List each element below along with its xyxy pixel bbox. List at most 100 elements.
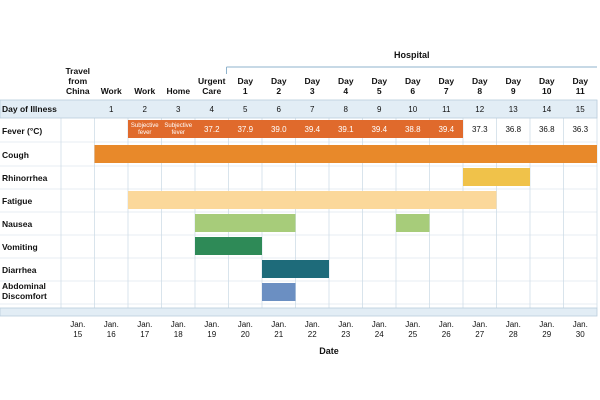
- date-tick: Jan. 26: [439, 320, 454, 339]
- day-of-illness-value-line: 5: [243, 105, 248, 114]
- location-header-line: Travel: [65, 66, 90, 76]
- symptom-label: Vomiting: [2, 242, 38, 252]
- date-tick-line: Jan.: [271, 320, 286, 329]
- date-tick: Jan. 17: [137, 320, 152, 339]
- date-tick-line: 28: [509, 330, 518, 339]
- day-of-illness-value-line: 9: [377, 105, 382, 114]
- day-of-illness-value-line: 12: [475, 105, 484, 114]
- date-tick-line: Jan.: [70, 320, 85, 329]
- date-tick: Jan. 20: [238, 320, 253, 339]
- date-tick: Jan. 29: [539, 320, 554, 339]
- day-of-illness-value: 6: [277, 105, 282, 114]
- date-tick: Jan. 30: [573, 320, 588, 339]
- date-tick-line: Jan.: [137, 320, 152, 329]
- fever-value-line: 39.1: [338, 125, 354, 134]
- date-tick: Jan. 16: [104, 320, 119, 339]
- location-header: Home: [166, 86, 190, 96]
- symptom-label-line: Abdominal: [2, 281, 46, 291]
- location-header-line: Work: [101, 86, 122, 96]
- day-of-illness-label: Day of Illness: [2, 104, 57, 114]
- date-tick-line: Jan.: [238, 320, 253, 329]
- location-header-line: Day: [438, 76, 454, 86]
- fever-value-line: 39.4: [438, 125, 454, 134]
- location-header-line: Day: [505, 76, 521, 86]
- location-header: Day 9: [505, 76, 521, 96]
- symptom-bar: [262, 283, 296, 301]
- date-tick-line: Jan.: [104, 320, 119, 329]
- location-header: Day 11: [572, 76, 588, 96]
- hospital-label-line: Hospital: [394, 50, 430, 60]
- fever-value-line: 37.9: [237, 125, 253, 134]
- date-tick-line: Jan.: [372, 320, 387, 329]
- fever-value-line: fever: [172, 130, 185, 136]
- date-tick-line: 22: [308, 330, 317, 339]
- date-tick-line: Jan.: [472, 320, 487, 329]
- fever-value: 37.3: [472, 125, 488, 134]
- day-of-illness-value: 9: [377, 105, 382, 114]
- day-of-illness-value-line: 14: [542, 105, 551, 114]
- date-tick-line: Jan.: [171, 320, 186, 329]
- location-header: Day 4: [338, 76, 354, 96]
- fever-value: 39.0: [271, 125, 287, 134]
- symptom-label-line: Diarrhea: [2, 265, 37, 275]
- date-tick-line: Jan.: [204, 320, 219, 329]
- location-header-line: Day: [338, 76, 354, 86]
- symptom-label: Abdominal Discomfort: [2, 281, 47, 301]
- symptom-bar: [128, 191, 497, 209]
- date-tick-line: Jan.: [405, 320, 420, 329]
- day-of-illness-value: 7: [310, 105, 315, 114]
- date-tick-line: 27: [475, 330, 484, 339]
- day-of-illness-value: 11: [442, 105, 451, 114]
- day-of-illness-value: 1: [109, 105, 114, 114]
- location-header-line: Care: [202, 86, 221, 96]
- date-tick-line: 26: [442, 330, 451, 339]
- location-header: Day 8: [472, 76, 488, 96]
- location-header-line: Home: [166, 86, 190, 96]
- date-tick: Jan. 21: [271, 320, 286, 339]
- date-tick-line: Jan.: [305, 320, 320, 329]
- date-tick: Jan. 24: [372, 320, 387, 339]
- day-of-illness-value-line: 15: [576, 105, 585, 114]
- location-header-line: 2: [276, 86, 281, 96]
- symptom-label: Rhinorrhea: [2, 173, 48, 183]
- location-header-line: Day: [539, 76, 555, 86]
- date-tick-line: 16: [107, 330, 116, 339]
- symptom-bar: [195, 214, 296, 232]
- location-header: Urgent Care: [198, 76, 226, 96]
- fever-value-line: 37.2: [204, 125, 220, 134]
- date-tick-line: 21: [274, 330, 283, 339]
- fever-value-line: 36.8: [539, 125, 555, 134]
- hospital-label: Hospital: [394, 50, 430, 60]
- date-tick-line: 25: [408, 330, 417, 339]
- date-tick-line: Jan.: [506, 320, 521, 329]
- day-of-illness-value: 12: [475, 105, 484, 114]
- location-header-line: 7: [444, 86, 449, 96]
- x-axis-label: Date: [319, 346, 339, 356]
- fever-value-line: 38.8: [405, 125, 421, 134]
- date-tick: Jan. 19: [204, 320, 219, 339]
- fever-label: Fever (°C): [2, 126, 42, 136]
- fever-value-line: 36.3: [572, 125, 588, 134]
- location-header-line: 9: [511, 86, 516, 96]
- date-tick-line: Jan.: [539, 320, 554, 329]
- location-header-line: Day: [237, 76, 253, 86]
- location-header: Day 7: [438, 76, 454, 96]
- date-tick-line: 23: [341, 330, 350, 339]
- date-tick-line: 18: [174, 330, 183, 339]
- date-tick: Jan. 25: [405, 320, 420, 339]
- fever-value: 39.4: [304, 125, 320, 134]
- location-header: Work: [101, 86, 122, 96]
- symptom-bar: [262, 260, 329, 278]
- fever-value-line: 39.0: [271, 125, 287, 134]
- date-tick: Jan. 18: [171, 320, 186, 339]
- symptom-label: Fatigue: [2, 196, 32, 206]
- day-of-illness-value-line: 1: [109, 105, 114, 114]
- day-of-illness-value-line: 4: [210, 105, 215, 114]
- date-tick-line: 29: [542, 330, 551, 339]
- day-of-illness-value-line: 3: [176, 105, 181, 114]
- fever-value: 39.1: [338, 125, 354, 134]
- day-of-illness-value-line: 13: [509, 105, 518, 114]
- location-header-line: 8: [477, 86, 482, 96]
- fever-value: 37.9: [237, 125, 253, 134]
